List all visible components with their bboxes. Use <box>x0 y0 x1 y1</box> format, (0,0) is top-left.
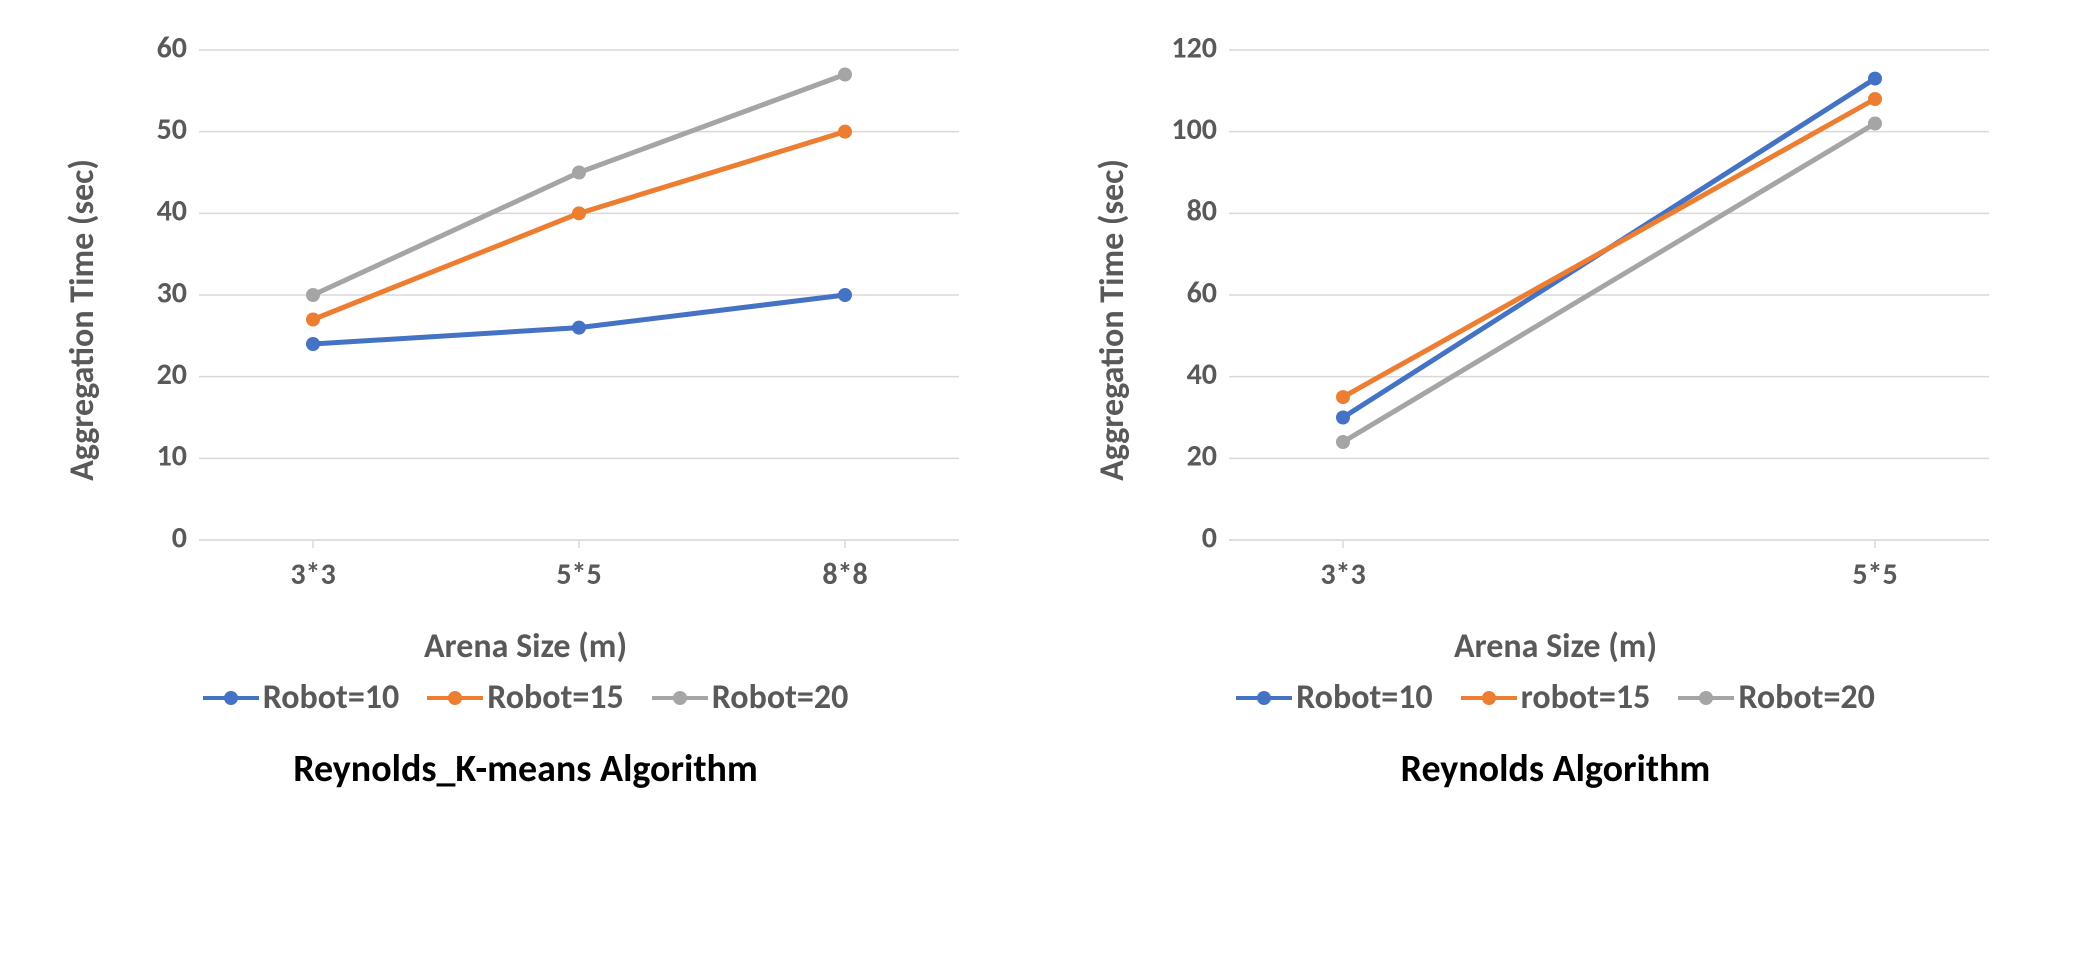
legend-item: Robot=20 <box>1678 677 1875 718</box>
svg-text:80: 80 <box>1187 193 1217 230</box>
svg-text:5*5: 5*5 <box>556 556 601 593</box>
legend-label: Robot=15 <box>487 677 624 718</box>
right-legend: Robot=10 robot=15 Robot=20 <box>1236 677 1875 718</box>
right-panel: Aggregation Time (sec) 0 20 40 60 80 100 120 3*… <box>1061 20 2051 792</box>
right-ylabel: Aggregation Time (sec) <box>1092 159 1133 481</box>
legend-item: Robot=20 <box>652 677 849 718</box>
charts-container: Aggregation Time (sec) 0 10 20 30 40 50 60 3*3 5… <box>20 20 2061 792</box>
svg-text:10: 10 <box>157 438 187 475</box>
right-xlabel: Arena Size (m) <box>1454 626 1657 667</box>
svg-text:50: 50 <box>157 111 187 148</box>
legend-marker <box>1461 688 1517 708</box>
legend-label: Robot=20 <box>1738 677 1875 718</box>
svg-text:120: 120 <box>1171 29 1217 66</box>
legend-item: Robot=10 <box>1236 677 1433 718</box>
svg-text:60: 60 <box>157 29 187 66</box>
svg-text:30: 30 <box>157 274 187 311</box>
left-title: Reynolds_K-means Algorithm <box>293 746 758 792</box>
svg-text:40: 40 <box>157 193 187 230</box>
left-xlabel: Arena Size (m) <box>424 626 627 667</box>
left-panel: Aggregation Time (sec) 0 10 20 30 40 50 60 3*3 5… <box>31 20 1021 792</box>
right-chart-svg: 0 20 40 60 80 100 120 3*3 5*5 <box>1139 20 2019 620</box>
left-ylabel: Aggregation Time (sec) <box>62 159 103 481</box>
svg-text:3*3: 3*3 <box>1320 556 1365 593</box>
svg-text:3*3: 3*3 <box>290 556 335 593</box>
legend-item: Robot=10 <box>203 677 400 718</box>
right-chart-wrap: Aggregation Time (sec) 0 20 40 60 80 100 120 3*… <box>1092 20 2019 620</box>
legend-label: Robot=20 <box>712 677 849 718</box>
legend-label: robot=15 <box>1521 677 1651 718</box>
svg-text:20: 20 <box>157 356 187 393</box>
legend-label: Robot=10 <box>263 677 400 718</box>
svg-text:60: 60 <box>1187 274 1217 311</box>
svg-text:40: 40 <box>1187 356 1217 393</box>
svg-text:100: 100 <box>1171 111 1217 148</box>
svg-text:5*5: 5*5 <box>1852 556 1897 593</box>
svg-text:20: 20 <box>1187 438 1217 475</box>
legend-marker <box>1236 688 1292 708</box>
legend-marker <box>203 688 259 708</box>
legend-item: robot=15 <box>1461 677 1651 718</box>
legend-marker <box>652 688 708 708</box>
svg-text:0: 0 <box>1202 519 1217 556</box>
left-legend: Robot=10 Robot=15 Robot=20 <box>203 677 849 718</box>
right-title: Reynolds Algorithm <box>1401 746 1711 792</box>
left-chart-wrap: Aggregation Time (sec) 0 10 20 30 40 50 60 3*3 5… <box>62 20 989 620</box>
left-chart-svg: 0 10 20 30 40 50 60 3*3 5*5 8*8 <box>109 20 989 620</box>
legend-label: Robot=10 <box>1296 677 1433 718</box>
svg-text:8*8: 8*8 <box>822 556 867 593</box>
svg-text:0: 0 <box>172 519 187 556</box>
legend-marker <box>427 688 483 708</box>
legend-marker <box>1678 688 1734 708</box>
legend-item: Robot=15 <box>427 677 624 718</box>
